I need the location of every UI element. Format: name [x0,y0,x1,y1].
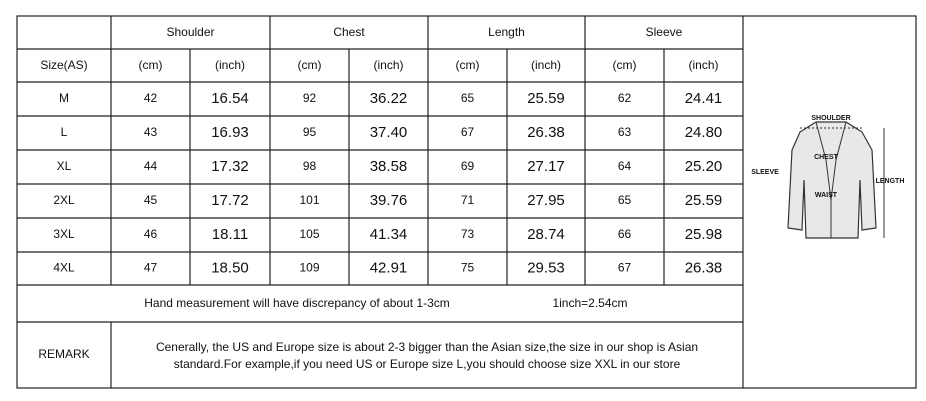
cell: 42.91 [370,259,408,276]
cell: 101 [299,193,319,207]
cell: 26.38 [685,259,723,276]
cell: 17.32 [211,158,249,175]
cell: 25.59 [527,90,565,107]
cell: 67 [618,261,632,275]
cell: 17.72 [211,192,249,209]
cell: 25.20 [685,158,723,175]
remark-text: standard.For example,if you need US or E… [174,357,681,371]
cell: 63 [618,125,632,139]
figure-label: CHEST [814,154,838,161]
sub-header: (inch) [373,58,403,72]
cell: 18.50 [211,259,249,276]
sub-header: (inch) [215,58,245,72]
figure-label: WAIST [815,192,838,199]
cell: 71 [461,193,475,207]
sub-header: (cm) [298,58,322,72]
cell: 43 [144,125,158,139]
cell: 26.38 [527,124,565,141]
cell: 37.40 [370,124,408,141]
cell: 109 [299,261,319,275]
sub-header: (inch) [531,58,561,72]
sub-header: (cm) [456,58,480,72]
cell: 38.58 [370,158,408,175]
cell: XL [57,159,72,173]
cell: 39.76 [370,192,408,209]
cell: 27.95 [527,192,565,209]
remark-label: REMARK [38,347,89,361]
sub-header: Size(AS) [40,58,87,72]
note: Hand measurement will have discrepancy o… [144,296,449,310]
figure-label: SHOULDER [811,115,850,122]
cell: 65 [618,193,632,207]
cell: 62 [618,91,632,105]
cell: 47 [144,261,158,275]
cell: 27.17 [527,158,565,175]
cell: 42 [144,91,158,105]
sub-header: (cm) [139,58,163,72]
cell: 4XL [53,261,75,275]
group-header: Length [488,25,525,39]
cell: 95 [303,125,317,139]
cell: 24.41 [685,90,723,107]
cell: 18.11 [212,226,248,243]
cell: 25.98 [685,226,723,243]
remark-text: Cenerally, the US and Europe size is abo… [156,340,698,354]
cell: 45 [144,193,158,207]
group-header: Sleeve [646,25,683,39]
cell: 69 [461,159,475,173]
cell: 92 [303,91,317,105]
cell: 16.93 [211,124,249,141]
cell: 73 [461,227,475,241]
cell: 98 [303,159,317,173]
cell: 36.22 [370,90,408,107]
cell: 67 [461,125,475,139]
cell: 24.80 [685,124,723,141]
cell: 41.34 [370,226,408,243]
cell: 25.59 [685,192,723,209]
note: 1inch=2.54cm [552,296,627,310]
cell: 16.54 [211,90,249,107]
sub-header: (inch) [688,58,718,72]
cell: 66 [618,227,632,241]
cell: 105 [299,227,319,241]
jacket [787,121,877,239]
cell: 46 [144,227,158,241]
cell: 3XL [53,227,75,241]
cell: 29.53 [527,259,565,276]
figure-label: SLEEVE [751,169,779,176]
group-header: Shoulder [166,25,214,39]
figure-label: LENGTH [876,178,905,185]
outer-border [16,15,917,389]
cell: M [59,91,69,105]
cell: 44 [144,159,158,173]
jacket-figure: SHOULDER CHEST WAIST SLEEVE LENGTH [751,115,905,239]
cell: 75 [461,261,475,275]
cell: L [61,125,68,139]
cell: 28.74 [527,226,565,243]
group-header: Chest [333,25,365,39]
sub-header: (cm) [613,58,637,72]
cell: 2XL [53,193,75,207]
cell: 65 [461,91,475,105]
cell: 64 [618,159,632,173]
